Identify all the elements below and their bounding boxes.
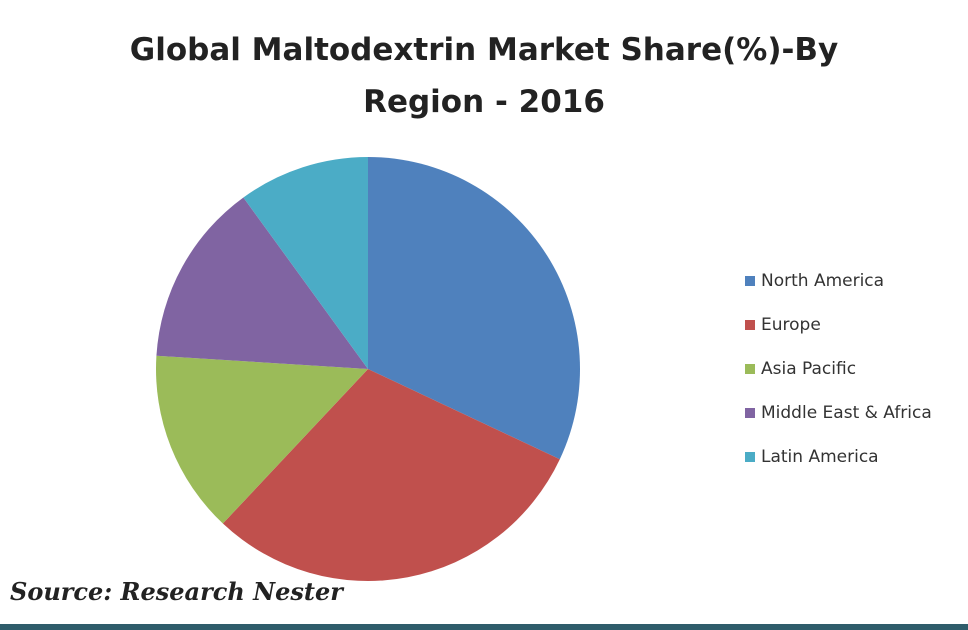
legend-label: Europe [761,315,821,335]
pie-slice [156,355,368,524]
chart-title: Global Maltodextrin Market Share(%)-By [130,32,838,68]
source-note: Source: Research Nester [10,577,345,606]
legend-swatch [745,452,755,462]
legend-label: Middle East & Africa [761,403,932,423]
legend-swatch [745,276,755,286]
pie-slice [243,157,368,369]
chart-title: Region - 2016 [363,84,605,120]
legend-label: North America [761,271,884,291]
pie-slice [368,157,580,460]
legend-swatch [745,320,755,330]
pie-slice [222,369,560,581]
legend-swatch [745,408,755,418]
legend-label: Latin America [761,447,879,467]
pie-slice [156,197,368,369]
bottom-border [0,624,968,630]
legend-label: Asia Pacific [761,359,856,379]
legend-swatch [745,364,755,374]
